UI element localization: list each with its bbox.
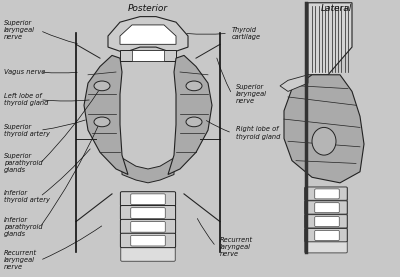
FancyBboxPatch shape [305,229,347,242]
Text: Right lobe of
thyroid gland: Right lobe of thyroid gland [236,126,280,140]
Polygon shape [280,75,308,91]
Text: Superior
parathyroid
glands: Superior parathyroid glands [4,153,43,173]
FancyBboxPatch shape [131,222,165,232]
Polygon shape [122,158,174,183]
FancyBboxPatch shape [315,189,339,199]
FancyBboxPatch shape [305,187,347,200]
Text: Superior
thyroid artery: Superior thyroid artery [4,124,50,137]
Text: Inferior
thyroid artery: Inferior thyroid artery [4,190,50,203]
Polygon shape [84,55,128,175]
Ellipse shape [94,81,110,91]
Text: Thyroid
cartilage: Thyroid cartilage [232,27,261,40]
Polygon shape [308,3,352,75]
FancyBboxPatch shape [120,192,176,206]
FancyBboxPatch shape [131,235,165,246]
FancyBboxPatch shape [315,230,339,240]
Text: Superior
laryngeal
nerve: Superior laryngeal nerve [236,84,267,104]
Text: Lateral: Lateral [320,4,352,13]
Text: Superior
laryngeal
nerve: Superior laryngeal nerve [4,20,35,40]
FancyBboxPatch shape [131,208,165,218]
FancyBboxPatch shape [305,215,347,228]
FancyBboxPatch shape [131,194,165,204]
Polygon shape [284,75,364,183]
Ellipse shape [312,127,336,155]
FancyBboxPatch shape [305,188,347,253]
Polygon shape [132,50,164,61]
Polygon shape [108,17,188,53]
Ellipse shape [94,117,110,127]
FancyBboxPatch shape [120,206,176,220]
FancyBboxPatch shape [121,193,175,261]
Text: Vagus nerve: Vagus nerve [4,69,45,75]
Polygon shape [120,25,176,44]
FancyBboxPatch shape [305,201,347,214]
Polygon shape [120,50,176,61]
FancyBboxPatch shape [315,217,339,227]
Text: Recurrent
laryngeal
nerve: Recurrent laryngeal nerve [220,237,253,257]
Text: Inferior
parathyroid
glands: Inferior parathyroid glands [4,217,43,237]
FancyBboxPatch shape [315,203,339,213]
Text: Posterior: Posterior [128,4,168,13]
Ellipse shape [186,117,202,127]
Text: Left lobe of
thyroid gland: Left lobe of thyroid gland [4,93,48,106]
Ellipse shape [186,81,202,91]
FancyBboxPatch shape [120,219,176,234]
FancyBboxPatch shape [120,233,176,248]
Polygon shape [168,55,212,175]
Text: Recurrent
laryngeal
nerve: Recurrent laryngeal nerve [4,250,37,270]
